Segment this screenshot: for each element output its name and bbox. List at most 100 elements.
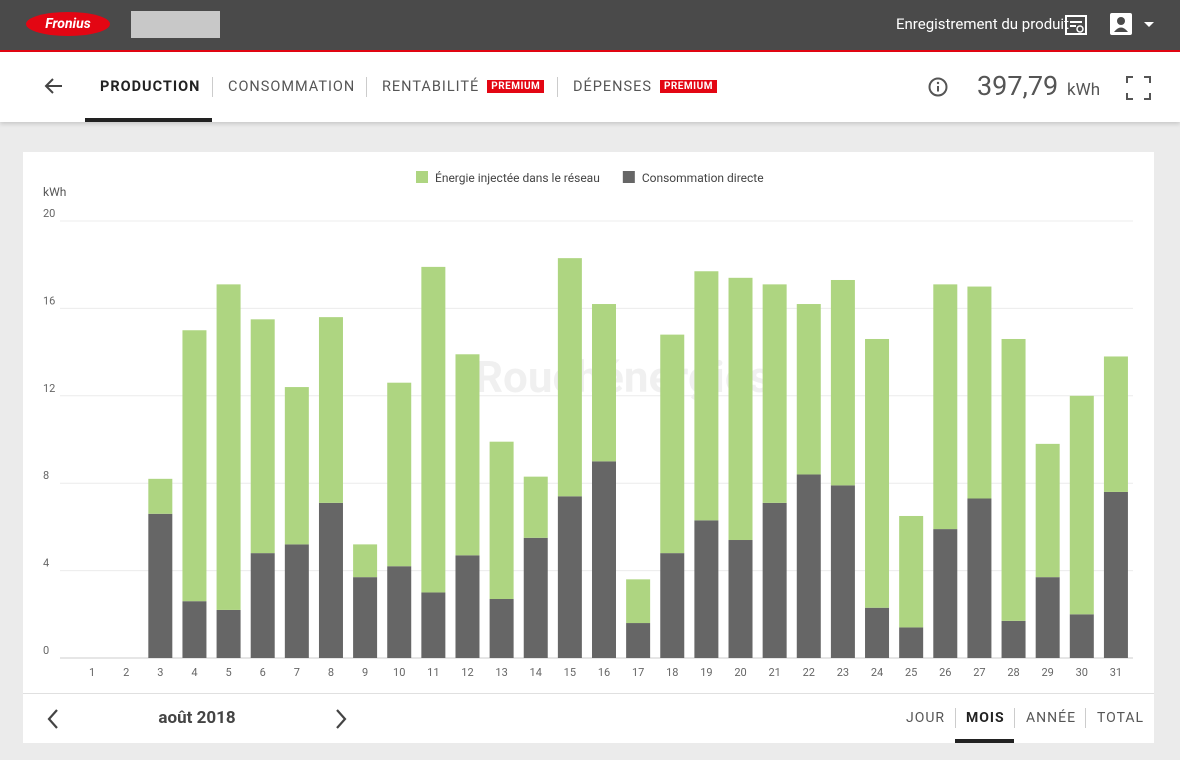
y-tick-label: 12 bbox=[43, 382, 55, 395]
bar-segment bbox=[694, 271, 719, 521]
bar-segment bbox=[557, 496, 582, 658]
bar-segment bbox=[148, 513, 173, 658]
x-tick-label: 31 bbox=[1110, 666, 1122, 679]
tab[interactable]: PRODUCTION bbox=[100, 78, 201, 95]
bar-segment bbox=[899, 627, 924, 658]
x-tick-label: 12 bbox=[461, 666, 473, 679]
x-tick-label: 6 bbox=[260, 666, 266, 679]
bar-segment bbox=[762, 284, 787, 503]
y-tick-label: 8 bbox=[43, 469, 49, 482]
bar-segment bbox=[353, 544, 378, 578]
x-tick-label: 21 bbox=[768, 666, 780, 679]
x-tick-label: 20 bbox=[734, 666, 746, 679]
bar-segment bbox=[1103, 491, 1128, 658]
x-tick-label: 9 bbox=[362, 666, 368, 679]
tab[interactable]: RENTABILITÉ PREMIUM bbox=[382, 78, 545, 95]
bar-segment bbox=[318, 502, 343, 658]
x-tick-label: 1 bbox=[89, 666, 95, 679]
bar-segment bbox=[250, 319, 275, 554]
bar-segment bbox=[796, 474, 821, 658]
x-tick-label: 24 bbox=[871, 666, 883, 679]
x-tick-label: 4 bbox=[191, 666, 197, 679]
x-tick-label: 10 bbox=[393, 666, 405, 679]
x-tick-label: 26 bbox=[939, 666, 951, 679]
premium-badge: PREMIUM bbox=[659, 80, 717, 93]
bar-segment bbox=[455, 555, 480, 658]
bar-segment bbox=[1103, 356, 1128, 492]
range-option[interactable]: ANNÉE bbox=[1026, 710, 1077, 726]
x-tick-label: 3 bbox=[157, 666, 163, 679]
x-tick-label: 16 bbox=[598, 666, 610, 679]
bar-segment bbox=[421, 592, 446, 658]
bar-segment bbox=[592, 304, 616, 462]
bar-segment bbox=[318, 317, 343, 503]
chart-card: Rouchénergies kWh 0 4 8 12 16 20 Énergie injecté… bbox=[23, 152, 1154, 742]
bar-segment bbox=[557, 258, 582, 497]
bar-segment bbox=[523, 476, 548, 538]
separator bbox=[212, 77, 213, 97]
fullscreen-button[interactable] bbox=[1126, 76, 1151, 100]
bar-segment bbox=[182, 601, 207, 658]
bar-segment bbox=[830, 279, 855, 486]
bar-segment bbox=[216, 284, 241, 610]
legend-swatch bbox=[622, 171, 635, 183]
bar-segment bbox=[1069, 614, 1094, 658]
back-button[interactable] bbox=[42, 76, 66, 96]
y-tick-label: 0 bbox=[43, 644, 49, 657]
y-tick-label: 20 bbox=[43, 207, 55, 220]
bar-segment bbox=[489, 441, 514, 600]
legend-swatch bbox=[416, 171, 428, 183]
bar-segment bbox=[148, 478, 173, 514]
x-tick-label: 22 bbox=[803, 666, 815, 679]
previous-button[interactable] bbox=[45, 708, 61, 730]
footer: août 2018 JOUR MOIS ANNÉE TOTAL bbox=[23, 693, 1154, 743]
x-tick-label: 8 bbox=[328, 666, 334, 679]
bar-segment bbox=[899, 515, 924, 628]
bar-segment bbox=[353, 577, 378, 658]
separator bbox=[1085, 708, 1086, 728]
x-tick-label: 23 bbox=[837, 666, 849, 679]
bar-segment bbox=[660, 334, 685, 554]
tab[interactable]: CONSOMMATION bbox=[228, 78, 356, 95]
tab-label: DÉPENSES bbox=[573, 78, 652, 95]
bar-segment bbox=[387, 566, 412, 658]
bar-segment bbox=[762, 502, 787, 658]
registration-icon[interactable] bbox=[1064, 13, 1088, 37]
x-tick-label: 25 bbox=[905, 666, 917, 679]
info-icon[interactable] bbox=[927, 76, 949, 98]
bar-segment bbox=[660, 553, 685, 658]
top-bar: Fronius Enregistrement du produit bbox=[0, 0, 1180, 52]
x-tick-label: 18 bbox=[666, 666, 678, 679]
user-menu[interactable] bbox=[1109, 12, 1159, 38]
brand-logo[interactable]: Fronius bbox=[26, 12, 110, 36]
range-option[interactable]: MOIS bbox=[966, 710, 1005, 726]
x-tick-label: 15 bbox=[564, 666, 576, 679]
range-option[interactable]: JOUR bbox=[906, 710, 946, 726]
x-tick-label: 14 bbox=[530, 666, 542, 679]
product-registration[interactable]: Enregistrement du produit bbox=[896, 15, 1069, 33]
bar-segment bbox=[865, 338, 890, 608]
range-option[interactable]: TOTAL bbox=[1097, 710, 1145, 726]
tab[interactable]: DÉPENSES PREMIUM bbox=[573, 78, 717, 95]
bar-segment bbox=[933, 529, 958, 658]
bar-segment bbox=[182, 330, 207, 602]
x-tick-label: 2 bbox=[123, 666, 129, 679]
bar-segment bbox=[421, 266, 446, 593]
bar-segment bbox=[1001, 620, 1026, 658]
x-tick-label: 17 bbox=[632, 666, 644, 679]
bar-segment bbox=[489, 599, 514, 658]
next-button[interactable] bbox=[333, 708, 349, 730]
bar-segment bbox=[967, 286, 992, 499]
x-tick-label: 13 bbox=[495, 666, 507, 679]
bar-segment bbox=[728, 540, 753, 658]
x-tick-label: 29 bbox=[1041, 666, 1053, 679]
bar-segment bbox=[216, 609, 241, 658]
bar-segment bbox=[830, 485, 855, 658]
x-tick-label: 28 bbox=[1007, 666, 1019, 679]
watermark: Rouchénergies bbox=[475, 351, 771, 403]
x-tick-label: 7 bbox=[294, 666, 300, 679]
bar-segment bbox=[865, 607, 890, 658]
active-tab-indicator bbox=[85, 118, 212, 122]
